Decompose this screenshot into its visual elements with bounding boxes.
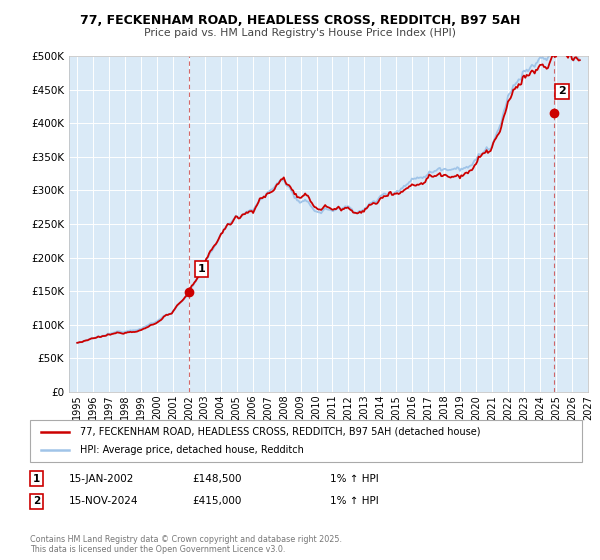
Text: HPI: Average price, detached house, Redditch: HPI: Average price, detached house, Redd… <box>80 445 304 455</box>
Text: 1: 1 <box>33 474 40 484</box>
FancyBboxPatch shape <box>30 420 582 462</box>
Text: £148,500: £148,500 <box>192 474 241 484</box>
Text: £415,000: £415,000 <box>192 496 241 506</box>
Text: 77, FECKENHAM ROAD, HEADLESS CROSS, REDDITCH, B97 5AH (detached house): 77, FECKENHAM ROAD, HEADLESS CROSS, REDD… <box>80 427 480 437</box>
Text: Price paid vs. HM Land Registry's House Price Index (HPI): Price paid vs. HM Land Registry's House … <box>144 28 456 38</box>
Text: 15-NOV-2024: 15-NOV-2024 <box>69 496 139 506</box>
Text: 2: 2 <box>558 86 566 96</box>
Text: Contains HM Land Registry data © Crown copyright and database right 2025.
This d: Contains HM Land Registry data © Crown c… <box>30 535 342 554</box>
Text: 1% ↑ HPI: 1% ↑ HPI <box>330 474 379 484</box>
Text: 77, FECKENHAM ROAD, HEADLESS CROSS, REDDITCH, B97 5AH: 77, FECKENHAM ROAD, HEADLESS CROSS, REDD… <box>80 14 520 27</box>
Text: 15-JAN-2002: 15-JAN-2002 <box>69 474 134 484</box>
Text: 2: 2 <box>33 496 40 506</box>
Text: 1% ↑ HPI: 1% ↑ HPI <box>330 496 379 506</box>
Text: 1: 1 <box>197 264 205 274</box>
